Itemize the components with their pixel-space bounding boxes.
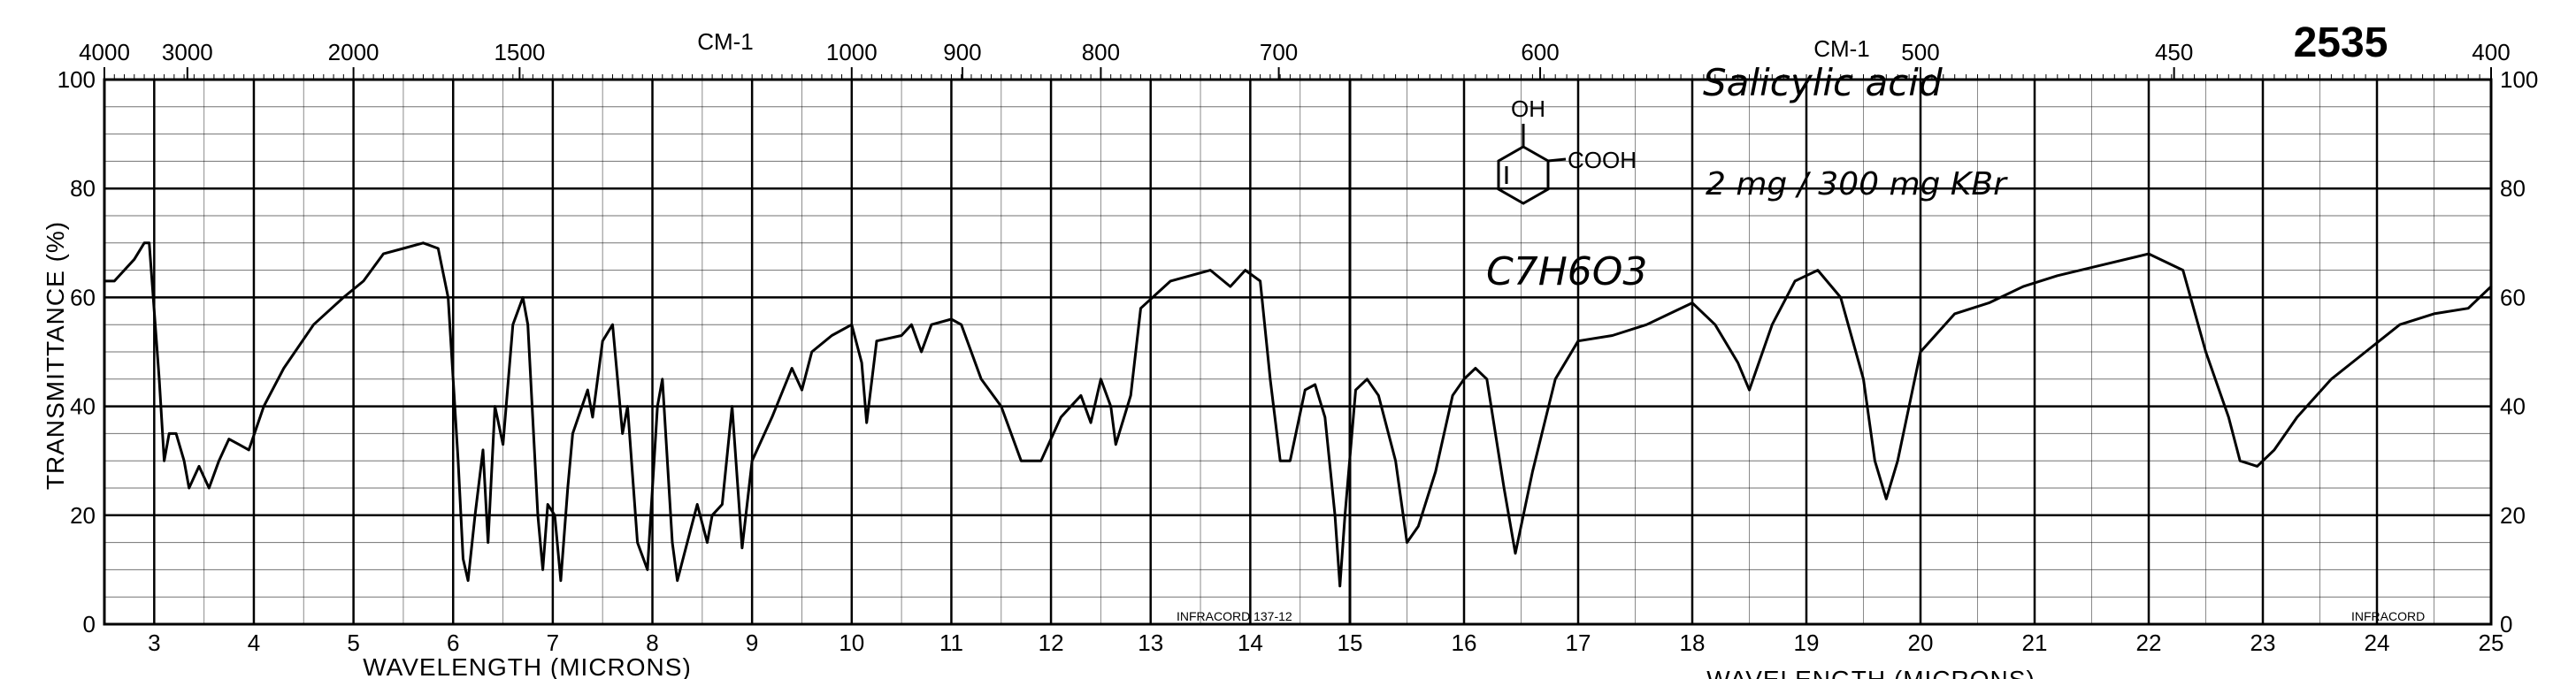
y-tick-label-left: 80 — [70, 175, 96, 202]
x-axis-title-right: WAVELENGTH (MICRONS) — [1706, 666, 2036, 679]
bottom-tick-label: 7 — [547, 629, 559, 656]
bottom-tick-label: 3 — [148, 629, 160, 656]
top-tick-label: 600 — [1521, 39, 1559, 65]
compound-name: Salicylic acid — [1703, 61, 1943, 104]
y-axis-title: TRANSMITTANCE (%) — [42, 221, 69, 490]
top-tick-label: 1500 — [494, 39, 545, 65]
y-axis-labels-right: 0 20 40 60 80 100 — [2500, 66, 2538, 637]
spectrum-line — [103, 241, 2493, 588]
infracord-label-left: INFRACORD 137-12 — [1177, 609, 1292, 623]
bottom-axis-labels: 3 4 5 6 7 8 9 10 11 12 13 14 15 16 17 18 19 20 21 22 23 24 25 — [148, 629, 2503, 656]
y-tick-label-right: 80 — [2500, 175, 2526, 202]
bottom-tick-label: 4 — [248, 629, 260, 656]
bottom-tick-label: 22 — [2136, 629, 2162, 656]
bottom-tick-label: 23 — [2250, 629, 2276, 656]
y-tick-label-left: 40 — [70, 393, 96, 420]
y-tick-label-right: 40 — [2500, 393, 2526, 420]
bottom-tick-label: 17 — [1566, 629, 1591, 656]
bottom-tick-label: 25 — [2479, 629, 2504, 656]
y-tick-label-left: 100 — [58, 66, 96, 93]
top-tick-label: 400 — [2472, 39, 2510, 65]
bottom-tick-label: 18 — [1680, 629, 1706, 656]
top-axis-unit-left: CM-1 — [697, 28, 754, 55]
bottom-tick-label: 20 — [1908, 629, 1934, 656]
cooh-label: COOH — [1568, 147, 1637, 173]
bottom-tick-label: 21 — [2022, 629, 2048, 656]
y-tick-label-right: 60 — [2500, 284, 2526, 310]
chart-number: 2535 — [2294, 19, 2388, 66]
y-axis-labels-left: 0 20 40 60 80 100 — [58, 66, 96, 637]
bottom-tick-label: 13 — [1138, 629, 1163, 656]
top-tick-label: 700 — [1260, 39, 1298, 65]
bottom-tick-label: 19 — [1794, 629, 1820, 656]
bottom-tick-label: 8 — [646, 629, 658, 656]
bottom-tick-label: 15 — [1338, 629, 1363, 656]
top-tick-label: 450 — [2155, 39, 2193, 65]
y-tick-label-right: 20 — [2500, 502, 2526, 529]
sample-prep: 2 mg / 300 mg KBr — [1706, 166, 2008, 202]
plot-frame — [103, 78, 2493, 626]
top-tick-label: 500 — [1901, 39, 1939, 65]
y-tick-label-left: 20 — [70, 502, 96, 529]
bottom-tick-label: 14 — [1238, 629, 1263, 656]
oh-label: OH — [1511, 95, 1545, 122]
bottom-tick-label: 24 — [2365, 629, 2390, 656]
molecular-formula: C7H6O3 — [1486, 249, 1647, 294]
x-axis-title-left: WAVELENGTH (MICRONS) — [363, 653, 692, 679]
bottom-tick-label: 16 — [1452, 629, 1477, 656]
y-tick-label-right: 100 — [2500, 66, 2538, 93]
infracord-label-right: INFRACORD — [2351, 609, 2425, 623]
salicylic-acid-structure: OH COOH — [1497, 95, 1637, 205]
top-tick-label: 900 — [943, 39, 981, 65]
cooh-bond — [1547, 157, 1567, 163]
bottom-tick-label: 5 — [347, 629, 359, 656]
bottom-tick-label: 11 — [939, 629, 963, 656]
top-tick-label: 800 — [1082, 39, 1120, 65]
bottom-tick-label: 10 — [839, 629, 864, 656]
bottom-tick-label: 12 — [1039, 629, 1064, 656]
top-tick-label: 3000 — [162, 39, 213, 65]
top-tick-label: 4000 — [79, 39, 130, 65]
top-axis-labels: 4000 3000 2000 1500 1000 900 800 700 600 500 450 40… — [79, 39, 2511, 65]
bottom-tick-label: 6 — [447, 629, 459, 656]
y-tick-label-right: 0 — [2500, 611, 2512, 637]
top-axis-unit-right: CM-1 — [1813, 35, 1870, 62]
y-tick-label-left: 60 — [70, 284, 96, 310]
y-tick-label-left: 0 — [83, 611, 96, 637]
top-tick-label: 1000 — [826, 39, 878, 65]
top-tick-label: 2000 — [328, 39, 380, 65]
bottom-tick-label: 9 — [746, 629, 758, 656]
